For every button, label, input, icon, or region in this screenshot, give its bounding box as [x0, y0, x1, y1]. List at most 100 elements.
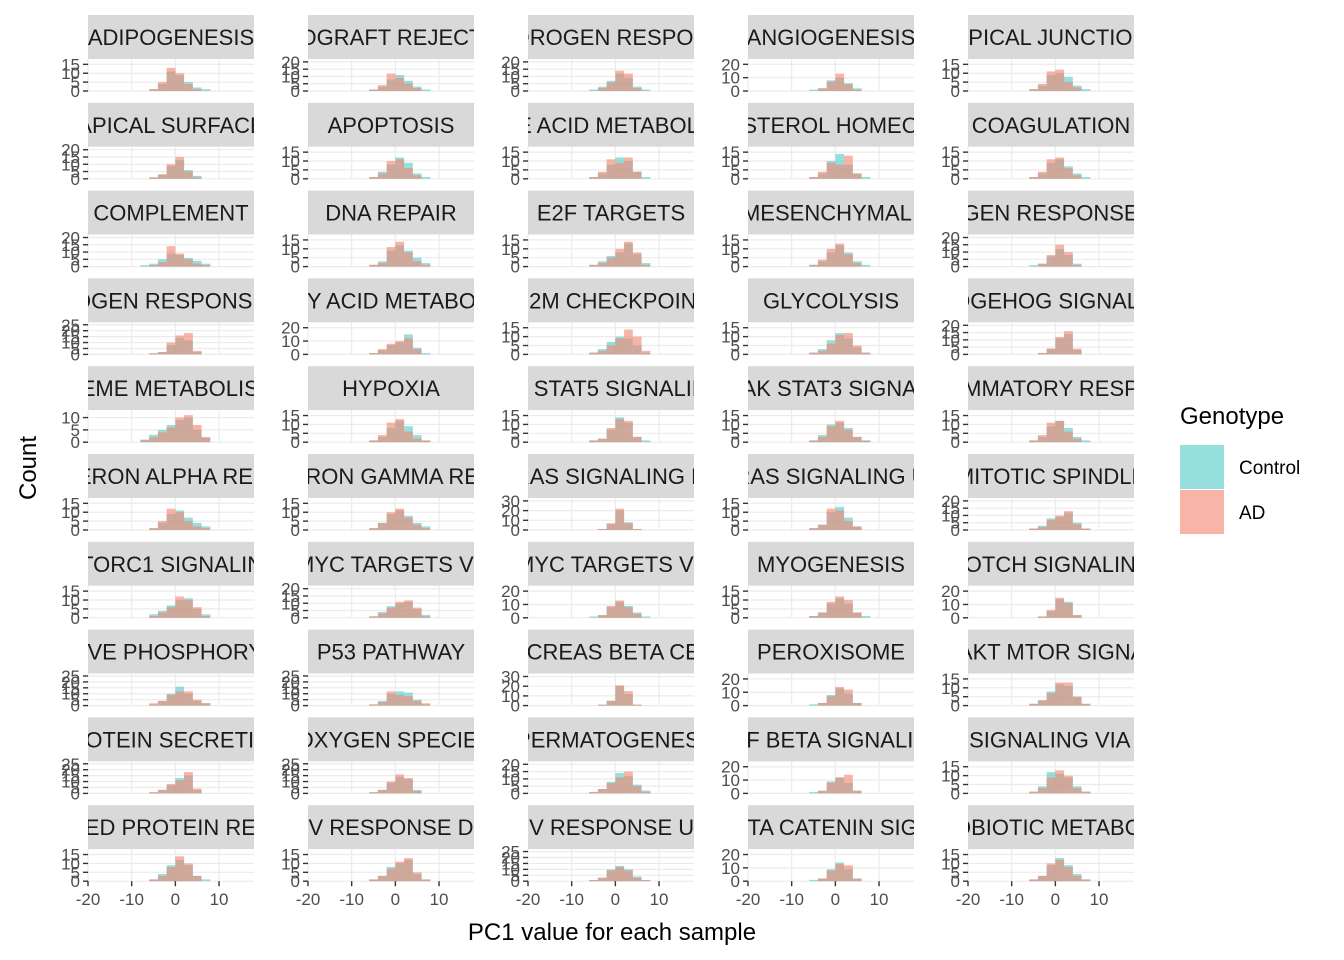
x-axis-4: -20 -10 0 10: [736, 881, 889, 909]
ad-bar: [404, 252, 413, 267]
y-tick-label: 15: [61, 767, 80, 786]
y-axis-title: Count: [15, 436, 42, 500]
strip-title: BILE ACID METABOLISM: [484, 113, 738, 138]
y-tick-label: 15: [61, 494, 80, 513]
control-bar: [1081, 440, 1091, 443]
y-tick-label: 15: [501, 407, 520, 426]
ad-bar: [852, 89, 862, 91]
strip-title: ADIPOGENESIS: [88, 25, 254, 50]
ad-bar: [606, 605, 616, 618]
ad-bar: [175, 691, 185, 706]
y-tick-label: 5: [291, 778, 300, 797]
y-tick-label: 0: [731, 82, 740, 101]
y-tick-label: 0: [291, 82, 300, 101]
ad-bar: [192, 424, 202, 443]
y-tick-label: 5: [731, 424, 740, 443]
y-tick-label: 10: [281, 240, 300, 259]
x-tick-label: 0: [391, 890, 400, 909]
y-tick-label: 0: [71, 433, 80, 452]
strip-title: INTERFERON GAMMA RESPONSE: [211, 464, 570, 489]
ad-bar: [1029, 879, 1038, 882]
ad-bar: [1046, 422, 1056, 443]
strip-background: [308, 629, 474, 674]
ad-bar: [1046, 519, 1056, 530]
y-tick-label: 15: [721, 407, 740, 426]
ad-bar: [157, 521, 167, 530]
ad-bar: [412, 791, 422, 794]
strip-background: [748, 454, 914, 498]
y-tick-label: 15: [61, 582, 80, 601]
y-tick-label: 15: [941, 407, 960, 426]
strip-title: UV RESPONSE DN: [293, 815, 490, 840]
ad-bar: [632, 436, 642, 443]
strip-background: [528, 102, 694, 147]
ad-bar: [1029, 177, 1038, 179]
strip-title: INFLAMMATORY RESPONSE: [901, 376, 1201, 401]
y-tick-label: 5: [71, 73, 80, 92]
x-tick-label: -10: [339, 890, 364, 909]
ad-bar: [597, 615, 607, 618]
y-tick-label: 15: [941, 236, 960, 255]
x-tick-label: 0: [171, 890, 180, 909]
ad-bar: [589, 791, 598, 794]
ad-bar: [404, 517, 413, 530]
strip-background: [968, 629, 1134, 674]
ad-bar: [157, 875, 167, 882]
ad-bar: [421, 440, 431, 443]
ad-bar: [852, 612, 862, 618]
strip-background: [308, 15, 474, 59]
ad-bar: [192, 875, 202, 882]
ad-bar: [632, 529, 642, 530]
y-tick-label: 5: [511, 424, 520, 443]
ad-bar: [1055, 244, 1065, 267]
strip-title: P53 PATHWAY: [317, 640, 466, 665]
strip-title: MYOGENESIS: [757, 552, 905, 577]
y-tick-label: 15: [61, 236, 80, 255]
ad-bar: [377, 613, 387, 618]
strip-background: [308, 190, 474, 235]
ad-bar: [395, 774, 405, 794]
ad-bar: [597, 171, 607, 179]
y-tick-label: 5: [951, 250, 960, 269]
ad-bar: [817, 259, 827, 267]
ad-bar: [386, 607, 396, 618]
ad-bar: [1064, 682, 1073, 706]
y-tick-label: 0: [291, 170, 300, 189]
ad-bar: [184, 863, 193, 882]
ad-bar: [844, 600, 853, 618]
ad-bar: [809, 440, 818, 443]
y-tick-label: 5: [71, 250, 80, 269]
ad-bar: [192, 526, 202, 530]
ad-bar: [641, 880, 651, 882]
ad-bar: [395, 419, 405, 443]
y-tick-label: 15: [501, 60, 520, 79]
ad-bar: [149, 265, 158, 267]
ad-bar: [615, 777, 625, 794]
strip-background: [308, 717, 474, 762]
ad-bar: [149, 792, 158, 794]
ad-bar: [412, 349, 422, 355]
ad-bar: [632, 171, 642, 179]
ad-bar: [1029, 440, 1038, 443]
ad-bar: [369, 264, 378, 267]
ad-bar: [852, 436, 862, 443]
ad-bar: [175, 596, 185, 618]
y-tick-label: 20: [721, 846, 740, 865]
ad-bar: [1055, 770, 1065, 794]
y-tick-label: 0: [951, 258, 960, 277]
x-tick-label: 0: [831, 890, 840, 909]
ad-bar: [597, 704, 607, 706]
ad-bar: [1037, 263, 1047, 267]
strip-background: [748, 278, 914, 323]
strip-title: ESTROGEN RESPONSE LATE: [15, 288, 326, 313]
y-tick-label: 0: [731, 872, 740, 891]
